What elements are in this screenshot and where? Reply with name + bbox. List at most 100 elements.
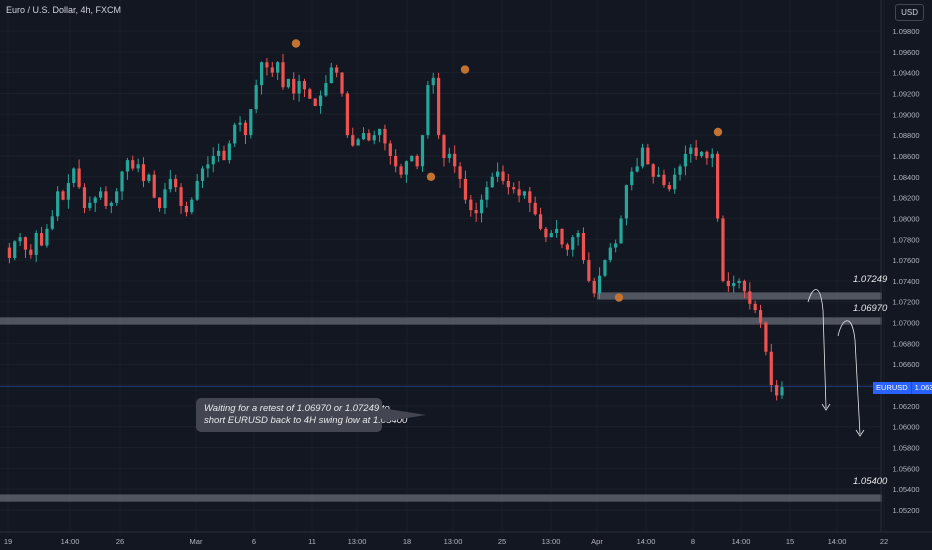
candle-body [479,199,484,214]
candle-body [308,89,312,99]
price-tick-label: 1.08000 [892,214,919,223]
candle-body [329,67,333,84]
candle-body [624,185,628,219]
candle-body [673,174,677,190]
candle-body [211,155,215,165]
time-tick-label: 14:00 [637,537,656,546]
candle-body [77,168,81,188]
time-tick-label: 18 [403,537,411,546]
price-tick-label: 1.06800 [892,339,919,348]
candle-body [351,135,355,146]
candle-body [410,155,414,162]
swing-point-marker [426,172,436,181]
chart-gridlines [0,0,884,532]
price-tick-label: 1.06000 [892,423,919,432]
time-tick-label: Apr [591,537,603,546]
candle-body [426,85,430,136]
candle-body [356,139,360,146]
time-tick-label: 13:00 [444,537,463,546]
projection-arrow-2-head [855,429,865,437]
candle-body [512,187,516,190]
candle-body [254,85,258,110]
candle-body [716,153,720,219]
candle-body [651,164,655,177]
candle-body [431,77,435,86]
candle-body [689,147,693,154]
candle-body [721,218,725,281]
candle-body [769,351,773,386]
candle-body [420,135,425,167]
candle-body [82,187,87,209]
candle-body [710,153,714,159]
candle-body [147,174,151,181]
price-axis[interactable]: 1.09800 1.09600 1.09400 1.09200 1.09000 1.088… [880,0,920,532]
candle-body [764,322,768,352]
time-tick-label: 26 [116,537,124,546]
price-tick-label: 1.07200 [892,298,919,307]
candle-body [544,228,548,238]
candle-body [608,247,612,261]
candle-body [72,168,76,184]
candle-body [238,122,242,125]
candle-body [174,178,178,188]
time-tick-label: 6 [252,537,256,546]
candle-body [276,62,280,73]
candle-body [158,197,162,209]
price-tick-label: 1.06600 [892,360,919,369]
candle-body [619,218,623,244]
candlestick-series [7,53,784,401]
candle-body [233,124,237,144]
price-tick-label: 1.05600 [892,464,919,473]
level-label-middle: 1.06970 [853,303,888,314]
candle-body [163,189,167,209]
candle-body [345,93,349,136]
candle-body [227,143,231,161]
candle-body [200,168,205,181]
time-tick-label: 14:00 [61,537,80,546]
candle-body [496,171,500,177]
candle-body [217,150,221,156]
time-tick-label: 14:00 [828,537,847,546]
candle-body [39,233,44,246]
price-tick-label: 1.09800 [892,27,919,36]
candle-body [581,233,586,261]
projection-arrows [807,289,865,437]
candle-body [758,310,763,323]
candle-body [109,202,113,206]
candle-body [501,171,505,181]
time-axis[interactable]: 19 14:00 26 Mar 6 11 13:00 18 13:00 25 13:00 Apr 14:… [0,531,932,546]
candle-body [302,80,307,90]
price-tick-label: 1.08200 [892,194,919,203]
time-tick-label: 15 [786,537,794,546]
candle-body [732,282,736,287]
candle-body [667,185,671,190]
candle-body [442,135,446,159]
candle-body [538,214,543,229]
level-label-upper: 1.07249 [853,274,888,285]
currency-button[interactable]: USD [895,4,924,21]
candle-body [34,233,38,255]
price-tick-label: 1.05200 [892,506,919,515]
candle-body [656,174,661,177]
candle-body [190,199,194,213]
candle-body [23,237,28,250]
time-tick-label: 19 [4,537,12,546]
candle-body [61,191,65,200]
candle-body [98,191,103,198]
projection-arrow-1-head [821,403,831,411]
price-tick-label: 1.07600 [892,256,919,265]
candle-body [206,164,210,169]
candle-body [555,228,559,234]
candle-body [748,291,752,304]
candle-body [415,155,419,167]
candle-body [66,183,70,200]
candle-body [56,191,60,217]
candle-body [45,228,49,246]
price-tick-label: 1.09200 [892,89,919,98]
projection-arrow-2 [837,320,861,435]
candle-body [780,387,784,396]
candle-body [286,78,290,88]
candle-body [490,176,494,188]
candle-body [120,171,124,192]
